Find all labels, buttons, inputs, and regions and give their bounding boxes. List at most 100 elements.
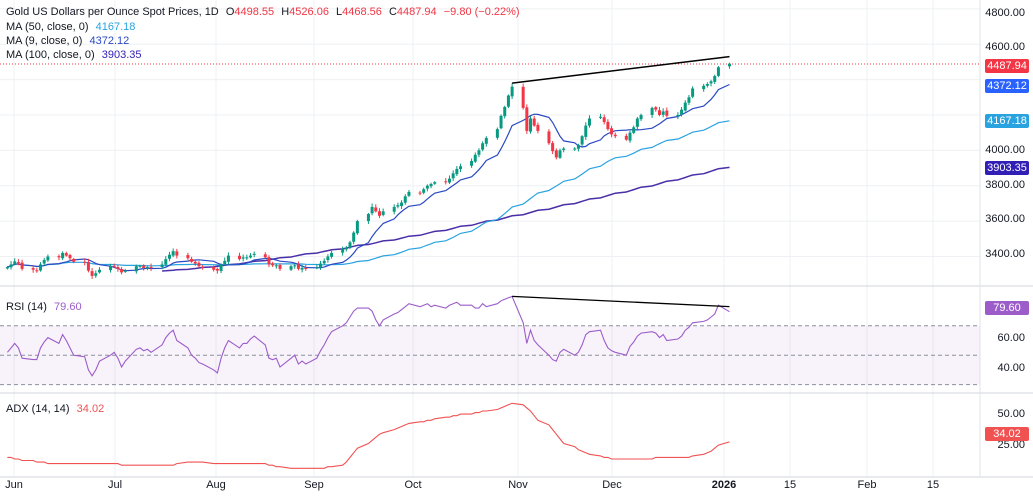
change-value: −9.80 (−0.22%)	[443, 6, 520, 18]
candle-body	[599, 116, 603, 118]
candle-body	[355, 221, 359, 234]
x-label-sep: Sep	[304, 479, 324, 491]
candle-body	[94, 273, 98, 276]
candle-body	[459, 166, 463, 170]
candle-body	[665, 110, 669, 116]
candle-body	[352, 232, 356, 242]
candle-body	[580, 136, 584, 145]
candle-body	[245, 257, 249, 259]
candle-body	[344, 247, 348, 250]
candle-body	[429, 183, 433, 187]
candle-body	[167, 254, 171, 259]
candle-body	[212, 266, 216, 270]
adx-line	[7, 402, 730, 469]
candle-body	[68, 255, 72, 259]
rsi-trendline	[512, 295, 730, 308]
candle-body	[171, 251, 175, 256]
candle-body	[635, 118, 639, 127]
candle-body	[473, 154, 477, 162]
candle-body	[263, 254, 267, 258]
candle-body	[418, 192, 422, 194]
x-label-aug: Aug	[206, 479, 226, 491]
candle-body	[484, 137, 488, 144]
x-label-2026: 2026	[711, 479, 737, 491]
candle-body	[289, 266, 293, 270]
candle-body	[506, 95, 510, 107]
candle-body	[470, 160, 474, 166]
candle-body	[628, 132, 632, 141]
candle-body	[123, 270, 127, 272]
candle-body	[451, 173, 455, 179]
candle-body	[602, 117, 606, 123]
x-label-jan-15: 15	[783, 479, 797, 491]
low-value: 4468.56	[342, 6, 382, 18]
candle-body	[326, 256, 330, 261]
candle-body	[529, 118, 533, 132]
candle-body	[226, 255, 230, 262]
candle-body	[639, 114, 643, 120]
candle-body	[558, 150, 562, 158]
candle-body	[547, 131, 551, 144]
ma9-legend[interactable]: MA (9, close, 0) 4372.12	[6, 35, 133, 47]
candle-body	[252, 253, 256, 255]
rsi-line	[6, 295, 730, 377]
candle-body	[72, 258, 76, 262]
open-value: 4498.55	[234, 6, 275, 18]
candle-body	[190, 258, 194, 262]
candle-body	[702, 85, 706, 90]
candle-body	[624, 135, 628, 140]
rsi-tick-40: 40.00	[997, 362, 1025, 374]
price-trendline	[512, 55, 730, 84]
candle-body	[481, 143, 485, 150]
candle-body	[267, 257, 271, 265]
candle-body	[249, 255, 253, 258]
ma9-value: 4372.12	[89, 35, 130, 47]
candle-body	[433, 182, 437, 184]
ma9-price-tag: 4372.12	[985, 79, 1029, 93]
price-tick-3400: 3400.00	[985, 248, 1025, 260]
candle-body	[403, 196, 407, 203]
candle-body	[657, 110, 661, 115]
adx-legend[interactable]: ADX (14, 14) 34.02	[6, 403, 108, 415]
candle-body	[42, 260, 46, 264]
candle-body	[562, 148, 566, 150]
x-label-feb-15: 15	[926, 479, 940, 491]
candle-body	[186, 255, 190, 259]
ma9-label: MA (9, close, 0)	[6, 35, 83, 47]
x-label-feb: Feb	[857, 479, 877, 491]
candle-body	[57, 256, 61, 258]
candle-body	[160, 264, 164, 268]
candle-body	[713, 76, 717, 82]
close-value: 4487.94	[396, 6, 437, 18]
candle-body	[374, 207, 378, 212]
symbol-legend[interactable]: Gold US Dollars per Ounce Spot Prices, 1…	[6, 6, 524, 18]
candle-body	[83, 261, 87, 263]
candle-body	[61, 252, 65, 259]
candle-body	[632, 127, 636, 133]
candle-body	[377, 211, 381, 216]
rsi-tick-60: 60.00	[997, 332, 1025, 344]
candle-body	[330, 252, 334, 257]
candle-body	[201, 266, 205, 268]
candle-body	[9, 264, 13, 268]
high-value: 4526.06	[289, 6, 329, 18]
candle-body	[86, 261, 90, 271]
candle-body	[521, 86, 525, 108]
candle-body	[366, 214, 370, 222]
ma50-legend[interactable]: MA (50, close, 0) 4167.18	[6, 21, 139, 33]
candle-body	[296, 264, 300, 269]
price-tick-3800: 3800.00	[985, 179, 1025, 191]
candle-body	[499, 115, 503, 129]
candle-body	[39, 264, 43, 271]
candle-body	[304, 267, 308, 269]
price-tick-3600: 3600.00	[985, 213, 1025, 225]
ma100-legend[interactable]: MA (100, close, 0) 3903.35	[6, 49, 145, 61]
candle-body	[705, 84, 709, 86]
candle-body	[274, 265, 278, 267]
candle-body	[536, 124, 540, 131]
candle-body	[610, 128, 614, 135]
rsi-legend[interactable]: RSI (14) 79.60	[6, 301, 86, 313]
ma50-label: MA (50, close, 0)	[6, 21, 89, 33]
candle-body	[319, 263, 323, 268]
